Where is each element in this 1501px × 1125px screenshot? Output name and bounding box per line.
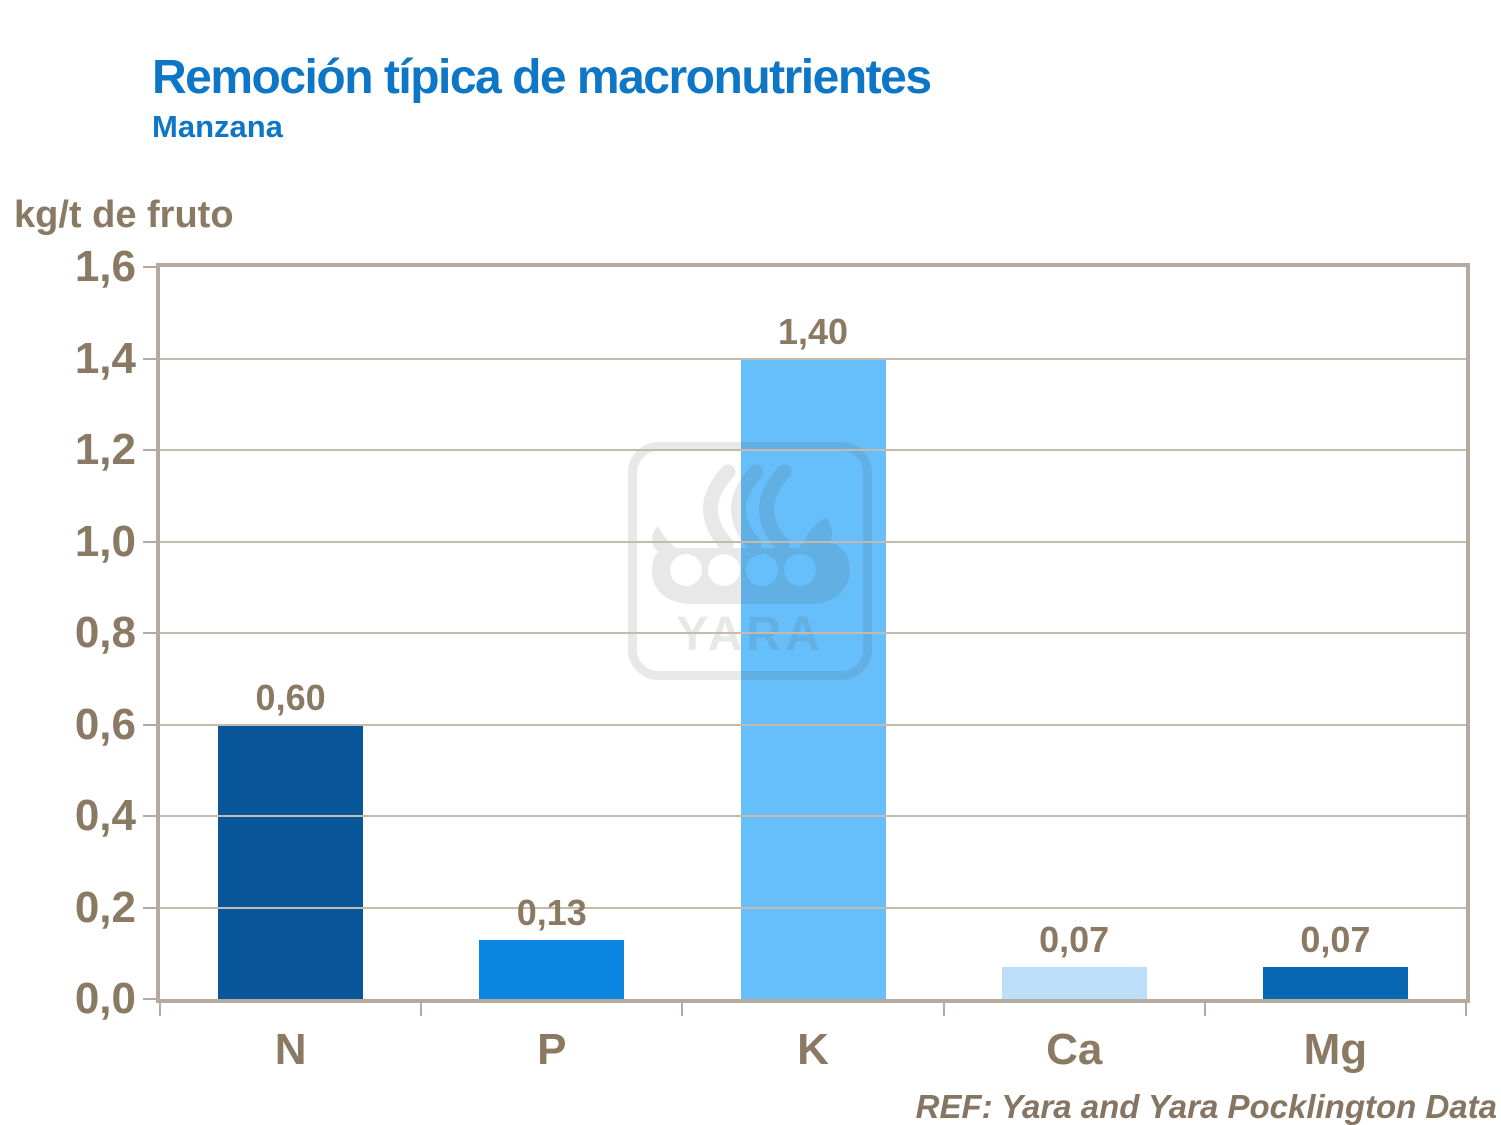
y-axis-tick-label: 0,8 [74,608,136,657]
bar-K [740,358,886,999]
y-axis-tick-label: 0,4 [74,791,136,840]
y-axis-tick-mark [143,815,156,817]
y-axis-tick-label: 1,6 [74,242,136,291]
bar-value-label: 0,60 [255,676,326,718]
bar-value-label: 1,40 [777,310,849,352]
y-axis-tick-mark [143,723,156,726]
y-axis-tick-label: 0,6 [74,699,136,749]
x-axis-category-label: N [274,1025,307,1074]
x-axis-category-label: P [537,1025,567,1074]
y-axis-tick-mark [143,540,156,543]
gridline [160,815,1466,817]
gridline [160,723,1466,726]
gridline [160,449,1466,451]
y-axis-tick-label: 0,2 [74,882,136,932]
x-axis-category-label: K [797,1025,829,1074]
y-axis-tick-label: 1,4 [74,333,136,383]
y-axis-tick-mark [143,266,156,268]
plot-area: YARA [156,263,1470,1003]
x-axis-tick-mark [1203,1003,1206,1016]
bar-Ca [1001,966,1147,999]
y-axis-tick-label: 0,0 [74,974,136,1023]
y-axis-tick-mark [143,906,156,909]
bar-value-label: 0,07 [1300,918,1371,960]
bar-Mg [1262,966,1408,999]
y-axis-tick-mark [143,449,156,451]
y-axis-unit-label: kg/t de fruto [14,194,234,236]
bar-value-label: 0,13 [516,891,587,933]
x-axis-category-label: Mg [1303,1025,1368,1074]
gridline [160,540,1466,543]
gridline [160,357,1466,360]
chart-subtitle: Manzana [152,109,283,144]
x-axis-tick-mark [420,1003,423,1016]
x-axis-category-label: Ca [1046,1025,1103,1074]
gridline [160,906,1466,909]
y-axis-tick-label: 1,0 [74,516,136,566]
x-axis-tick-mark [1465,1003,1467,1016]
x-axis-tick-mark [159,1003,161,1016]
x-axis-tick-mark [942,1003,945,1016]
y-axis-tick-mark [143,357,156,360]
bar-P [479,939,625,999]
y-axis-tick-mark [143,632,156,634]
bar-value-label: 0,07 [1039,918,1110,960]
gridline [160,632,1466,634]
x-axis-tick-mark [681,1003,684,1016]
bar-N [218,724,364,999]
y-axis-tick-mark [143,998,156,1000]
reference-text: REF: Yara and Yara Pocklington Data [915,1088,1497,1125]
y-axis-tick-label: 1,2 [74,425,136,474]
chart-title: Remoción típica de macronutrientes [152,51,932,104]
